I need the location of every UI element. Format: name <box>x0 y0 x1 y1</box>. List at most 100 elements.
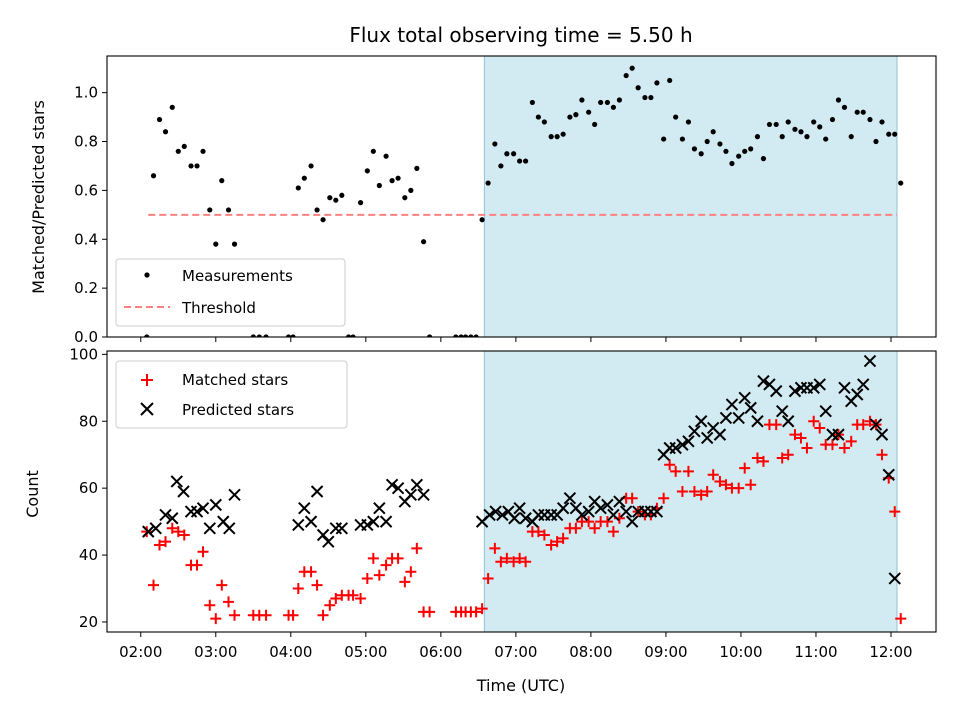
predicted-point <box>563 491 577 505</box>
measurement-point <box>156 116 163 123</box>
measurement-point <box>295 185 301 191</box>
matched-point <box>707 469 719 481</box>
legend-predicted-label: Predicted stars <box>182 401 294 419</box>
measurement-point <box>623 72 629 79</box>
matched-point <box>260 609 272 621</box>
matched-point <box>745 479 757 491</box>
matched-point <box>287 609 299 621</box>
measurement-point <box>598 99 604 106</box>
predicted-point <box>410 478 424 492</box>
matched-point <box>789 429 801 441</box>
y-tick-label: 80 <box>79 412 98 430</box>
matched-point <box>695 489 707 501</box>
measurement-point <box>760 156 767 162</box>
matched-point <box>682 465 694 477</box>
top-panel: 0.0 0.2 0.4 0.6 0.8 1.0 <box>74 55 937 346</box>
matched-point <box>664 459 676 471</box>
measurement-point <box>290 334 296 337</box>
measurement-point <box>748 146 754 152</box>
matched-point <box>857 419 869 431</box>
measurement-point <box>673 114 679 120</box>
measurement-point <box>604 99 611 106</box>
matched-point <box>626 492 638 504</box>
measurement-point <box>364 168 370 174</box>
measurement-point <box>661 136 667 142</box>
matched-point <box>557 532 569 544</box>
measurement-point <box>829 116 836 123</box>
predicted-point <box>483 508 496 522</box>
predicted-point <box>166 512 179 525</box>
measurement-point <box>804 134 810 140</box>
x-tick-label: 08:00 <box>569 643 612 661</box>
matched-point <box>399 576 411 588</box>
measurement-point <box>567 114 573 120</box>
predicted-point <box>875 428 889 441</box>
predicted-point <box>329 522 343 535</box>
matched-point <box>495 556 507 568</box>
predicted-point <box>335 522 349 535</box>
legend-threshold-label: Threshold <box>181 299 256 317</box>
predicted-point <box>619 505 633 518</box>
measurement-point <box>710 129 716 135</box>
measurement-point <box>188 163 194 169</box>
predicted-point <box>857 378 870 391</box>
matched-point <box>538 529 550 541</box>
matched-point <box>733 482 745 494</box>
matched-point <box>166 522 178 534</box>
measurement-point <box>511 151 517 157</box>
matched-point <box>311 579 323 591</box>
predicted-point <box>322 535 335 548</box>
matched-point <box>520 556 532 568</box>
top-y-axis-label: Matched/Predicted stars <box>29 100 48 294</box>
predicted-point <box>775 405 789 418</box>
predicted-point <box>367 515 380 528</box>
measurement-point <box>256 334 262 337</box>
matched-point <box>216 579 228 591</box>
measurement-point <box>754 134 761 140</box>
matched-point <box>197 546 209 558</box>
predicted-point <box>832 428 845 441</box>
measurement-point <box>529 99 535 106</box>
measurement-point <box>573 112 579 118</box>
predicted-point <box>292 518 305 532</box>
predicted-point <box>882 468 895 481</box>
measurement-point <box>817 124 823 130</box>
predicted-point <box>713 428 727 441</box>
top-legend: Measurements Threshold <box>115 258 346 327</box>
measurement-point <box>635 85 641 91</box>
predicted-point <box>851 388 864 401</box>
predicted-point <box>601 498 614 512</box>
matched-point <box>757 455 769 467</box>
measurement-point <box>383 153 389 159</box>
measurement-point <box>225 207 232 213</box>
y-tick-label: 20 <box>79 613 98 631</box>
measurement-point <box>308 163 314 169</box>
predicted-point <box>142 525 155 538</box>
predicted-point <box>228 488 241 502</box>
y-tick-label: 0.0 <box>74 328 98 346</box>
predicted-point <box>781 415 795 428</box>
matched-point <box>751 452 763 464</box>
bottom-panel: 20 40 60 80 100 02:00 03:00 04:00 05:00 06:00 07:0… <box>69 345 937 661</box>
measurement-point <box>841 104 848 110</box>
measurement-point <box>327 195 333 201</box>
predicted-point <box>203 522 216 535</box>
measurement-point <box>504 151 510 157</box>
matched-point <box>895 613 907 625</box>
top-observing-span <box>483 55 898 338</box>
matched-point <box>876 449 888 461</box>
matched-point <box>551 536 563 548</box>
predicted-point <box>556 502 570 515</box>
matched-point <box>570 522 582 534</box>
y-tick-label: 100 <box>69 345 98 363</box>
predicted-point <box>625 515 639 528</box>
legend-matched-marker <box>141 374 153 386</box>
predicted-point <box>149 522 162 535</box>
measurement-point <box>629 65 635 71</box>
predicted-point <box>738 391 751 405</box>
matched-point <box>148 579 160 591</box>
y-tick-label: 1.0 <box>74 84 98 102</box>
legend-measurements-label: Measurements <box>182 267 293 285</box>
matched-point <box>405 566 417 578</box>
measurement-point <box>610 104 617 110</box>
